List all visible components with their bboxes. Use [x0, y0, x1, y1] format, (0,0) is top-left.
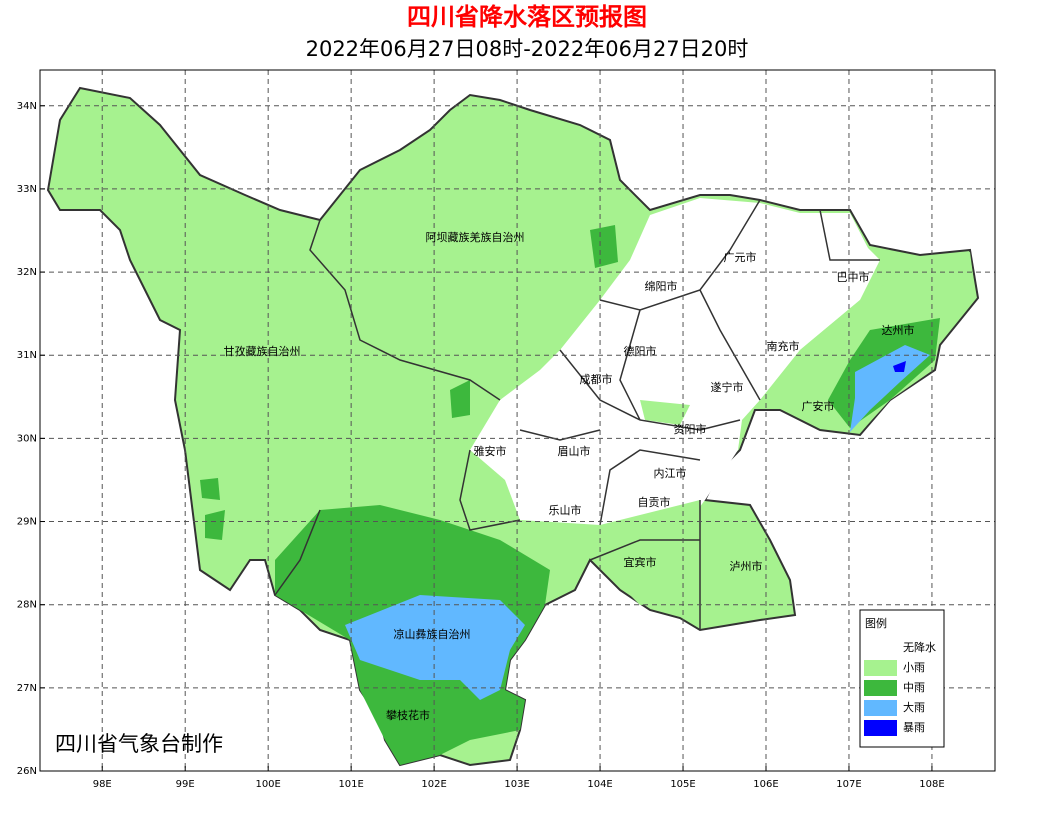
lon-tick-label: 102E — [421, 779, 446, 790]
heavy-rain-area — [345, 595, 525, 700]
region-label: 甘孜藏族自治州 — [224, 344, 301, 358]
legend-label: 暴雨 — [903, 721, 925, 734]
region-label: 遂宁市 — [711, 380, 744, 394]
graticule — [40, 70, 995, 772]
region-label: 阿坝藏族羌族自治州 — [426, 230, 525, 244]
precip-areas — [46, 86, 980, 767]
region-label: 宜宾市 — [624, 555, 657, 569]
region-label: 乐山市 — [549, 503, 582, 517]
lat-tick-label: 27N — [17, 683, 37, 694]
region-label: 自贡市 — [638, 495, 671, 509]
legend-swatch — [864, 680, 897, 696]
heavy-rain-area — [850, 345, 930, 432]
legend-label: 中雨 — [903, 681, 925, 694]
legend-label: 小雨 — [903, 661, 925, 674]
region-label: 凉山彝族自治州 — [394, 627, 471, 641]
region-labels: 阿坝藏族羌族自治州 甘孜藏族自治州 广元市 巴中市 绵阳市 达州市 德阳市 南充… — [224, 230, 915, 722]
lon-tick-label: 105E — [670, 779, 695, 790]
region-label: 绵阳市 — [645, 279, 678, 293]
lon-tick-label: 100E — [255, 779, 280, 790]
lat-tick-label: 34N — [17, 101, 37, 112]
rainstorm-area — [893, 361, 906, 372]
legend-swatch — [864, 640, 897, 656]
region-label: 南充市 — [767, 339, 800, 353]
legend-label: 无降水 — [903, 640, 936, 654]
legend-swatch — [864, 720, 897, 736]
region-label: 广安市 — [802, 399, 835, 413]
lat-tick-label: 32N — [17, 267, 37, 278]
title: 四川省降水落区预报图 — [407, 3, 647, 31]
lat-tick-label: 31N — [17, 350, 37, 361]
region-label: 攀枝花市 — [386, 708, 430, 722]
region-label: 达州市 — [882, 323, 915, 337]
lon-tick-label: 108E — [919, 779, 944, 790]
region-label: 巴中市 — [837, 270, 870, 284]
map-frame — [39, 69, 996, 772]
region-label: 德阳市 — [624, 344, 657, 358]
legend-title: 图例 — [865, 616, 887, 630]
lon-tick-label: 106E — [753, 779, 778, 790]
lon-tick-label: 98E — [93, 779, 112, 790]
region-label: 雅安市 — [474, 444, 507, 458]
credit: 四川省气象台制作 — [55, 732, 223, 756]
lon-tick-label: 101E — [338, 779, 363, 790]
lon-tick-label: 99E — [176, 779, 195, 790]
subtitle: 2022年06月27日08时-2022年06月27日20时 — [306, 37, 749, 61]
lon-tick-label: 104E — [587, 779, 612, 790]
lat-tick-label: 26N — [17, 766, 37, 777]
region-label: 成都市 — [580, 372, 613, 386]
lat-tick-label: 29N — [17, 517, 37, 528]
region-label: 泸州市 — [730, 559, 763, 573]
lat-tick-label: 30N — [17, 433, 37, 444]
lat-tick-label: 28N — [17, 600, 37, 611]
legend-label: 大雨 — [903, 700, 925, 714]
no-rain-area — [470, 198, 880, 525]
legend-swatch — [864, 700, 897, 716]
region-label: 资阳市 — [674, 422, 707, 436]
region-label: 内江市 — [654, 466, 687, 480]
lon-tick-label: 103E — [504, 779, 529, 790]
lon-tick-label: 107E — [836, 779, 861, 790]
boundary — [274, 199, 880, 630]
region-label: 广元市 — [724, 250, 757, 264]
legend-swatch — [864, 660, 897, 676]
light-rain-area — [600, 400, 705, 605]
region-label: 眉山市 — [558, 444, 591, 458]
lat-tick-label: 33N — [17, 184, 37, 195]
